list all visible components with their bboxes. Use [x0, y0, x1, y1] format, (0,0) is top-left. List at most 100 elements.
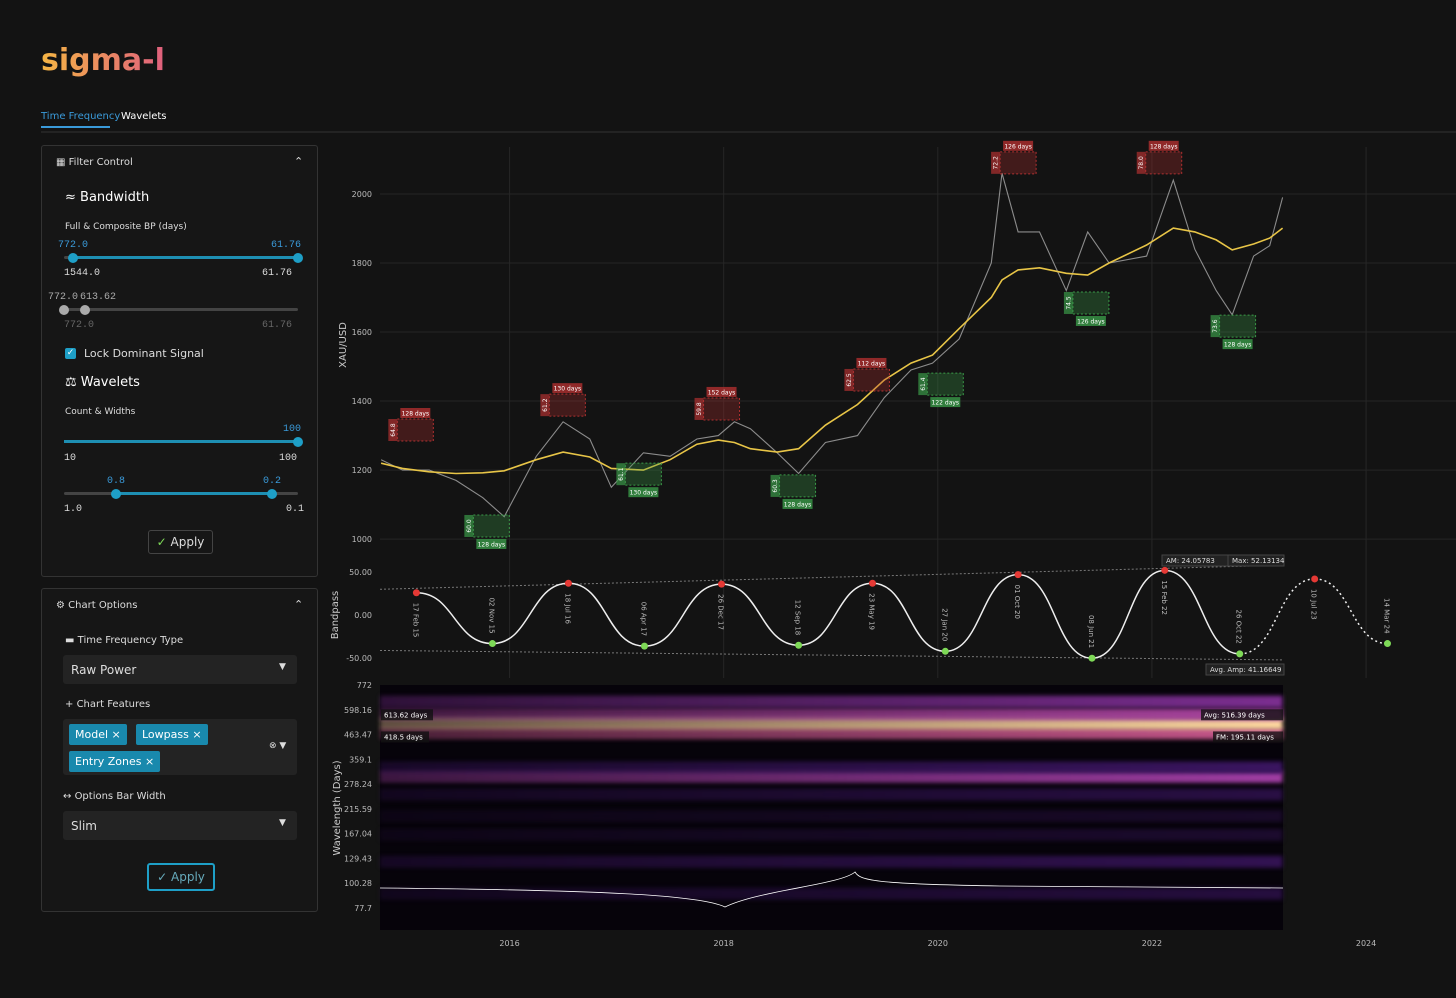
slider-handle[interactable] [293, 437, 303, 447]
panel-title[interactable]: ⚙ Chart Options [56, 600, 138, 611]
slider-value: 613.62 [80, 292, 117, 303]
zone-label-box [1148, 140, 1179, 151]
apply-button[interactable]: ✓ Apply [147, 863, 215, 891]
zone-sub-box [770, 474, 780, 497]
y-tick-label: 1400 [352, 397, 372, 406]
zone-sub-box [991, 151, 1001, 174]
turning-date: 08 Jun 21 [1087, 615, 1095, 648]
slider-value: 0.8 [107, 476, 126, 487]
annotation-box [1205, 663, 1285, 676]
select[interactable]: Raw Power ▼ [63, 655, 297, 684]
zone-label-box [1003, 140, 1034, 151]
value: Slim [71, 819, 97, 833]
entry-zone [624, 462, 662, 486]
tag[interactable]: Lowpass × [136, 724, 208, 745]
zone-label: 152 days [708, 389, 736, 396]
checkbox[interactable]: ✓ [65, 348, 76, 359]
slider-handle[interactable] [80, 305, 90, 315]
turning-date: 15 Feb 22 [1160, 580, 1168, 615]
series-line [380, 227, 1284, 475]
slider-value: 61.76 [271, 240, 302, 251]
zone-label: 128 days [784, 501, 812, 508]
tab[interactable]: Time Frequency [41, 111, 121, 122]
entry-zone [779, 474, 817, 498]
turning-point [488, 640, 496, 648]
heat-band [380, 810, 1283, 823]
slider-handle[interactable] [267, 489, 277, 499]
filter-panel: ▦ Filter Control ⌃ ≈ Bandwidth Full & Co… [41, 145, 318, 577]
apply-button[interactable]: ✓ Apply [148, 530, 213, 554]
annotation-box [381, 731, 429, 743]
zone-sub-box [1063, 291, 1073, 314]
zone-sub: 60.3 [772, 479, 779, 493]
label: Apply [170, 535, 205, 549]
zone-label: 126 days [1004, 143, 1032, 150]
x-tick-label: 2022 [1142, 939, 1162, 948]
select[interactable]: Slim ▼ [63, 811, 297, 840]
zone-sub: 64.8 [390, 423, 397, 437]
entry-zone [703, 397, 741, 421]
zone-sub-box [388, 419, 398, 441]
y-tick-label: 772 [357, 681, 372, 690]
section-title: ≈ Bandwidth [65, 190, 150, 205]
slider-min: 1.0 [64, 504, 83, 515]
turning-date: 17 Feb 15 [411, 603, 419, 638]
panel-title[interactable]: ▦ Filter Control [56, 157, 133, 168]
zone-label-box [400, 408, 431, 418]
y-axis-label: Bandpass [330, 591, 341, 640]
annotation: FM: 195.11 days [1216, 733, 1274, 741]
slider-handle[interactable] [293, 253, 303, 263]
y-tick-label: 167.04 [344, 830, 372, 839]
text: Entry Zones [75, 755, 142, 768]
annotation-box [1213, 731, 1283, 743]
annotation: Avg: 516.39 days [1204, 711, 1265, 719]
label: ↔ Options Bar Width [63, 791, 166, 802]
label: + Chart Features [65, 699, 151, 710]
zone-label-box [856, 357, 887, 368]
envelope [379, 649, 1283, 661]
heat-band [380, 770, 1283, 783]
x-tick-label: 2018 [713, 939, 733, 948]
slider-handle[interactable] [59, 305, 69, 315]
turning-point [795, 641, 803, 649]
slider-handle[interactable] [111, 489, 121, 499]
checkbox-label: Lock Dominant Signal [84, 347, 204, 360]
annotation: Avg. Amp: 41.16649 [1210, 666, 1281, 674]
multiselect[interactable]: Model × Lowpass × Entry Zones × ⊗ ▼ [63, 719, 297, 775]
turning-date: 02 Nov 15 [487, 598, 495, 634]
slider-handle[interactable] [68, 253, 78, 263]
turning-point [1311, 575, 1319, 583]
y-tick-label: -50.00 [346, 654, 372, 663]
turning-date: 14 Mar 24 [1382, 598, 1390, 634]
slider-max: 100 [279, 453, 298, 464]
zone-sub: 60.0 [466, 519, 473, 533]
turning-point [640, 642, 648, 650]
turning-point [718, 580, 726, 588]
tab[interactable]: Wavelets [121, 111, 167, 122]
slider-range [73, 256, 298, 259]
turning-date: 23 May 19 [867, 593, 875, 630]
turning-point [868, 579, 876, 587]
y-tick-label: 1000 [352, 535, 372, 544]
zone-sub: 61.2 [542, 398, 549, 412]
collapse[interactable]: ⌃ [294, 598, 304, 611]
y-tick-label: 215.59 [344, 805, 372, 814]
zone-sub-box [694, 397, 704, 420]
zone-sub: 61.4 [920, 377, 927, 391]
text: Time Frequency Type [77, 635, 184, 646]
zone-sub-box [540, 394, 550, 417]
slider-min: 1544.0 [64, 268, 101, 279]
title: Chart Options [68, 600, 138, 611]
tag[interactable]: Entry Zones × [69, 751, 161, 772]
entry-zone [1072, 291, 1110, 315]
heat-band [380, 788, 1283, 801]
zone-sub: 78.0 [1138, 156, 1145, 170]
turning-point [1014, 571, 1022, 579]
caret: ▼ [279, 818, 286, 828]
slider-max: 61.76 [262, 268, 293, 279]
collapse[interactable]: ⌃ [294, 155, 304, 168]
tag[interactable]: Model × [69, 724, 127, 745]
entry-zone [548, 393, 586, 417]
zone-sub-box [464, 514, 474, 537]
clear[interactable]: ⊗ ▼ [269, 741, 287, 751]
